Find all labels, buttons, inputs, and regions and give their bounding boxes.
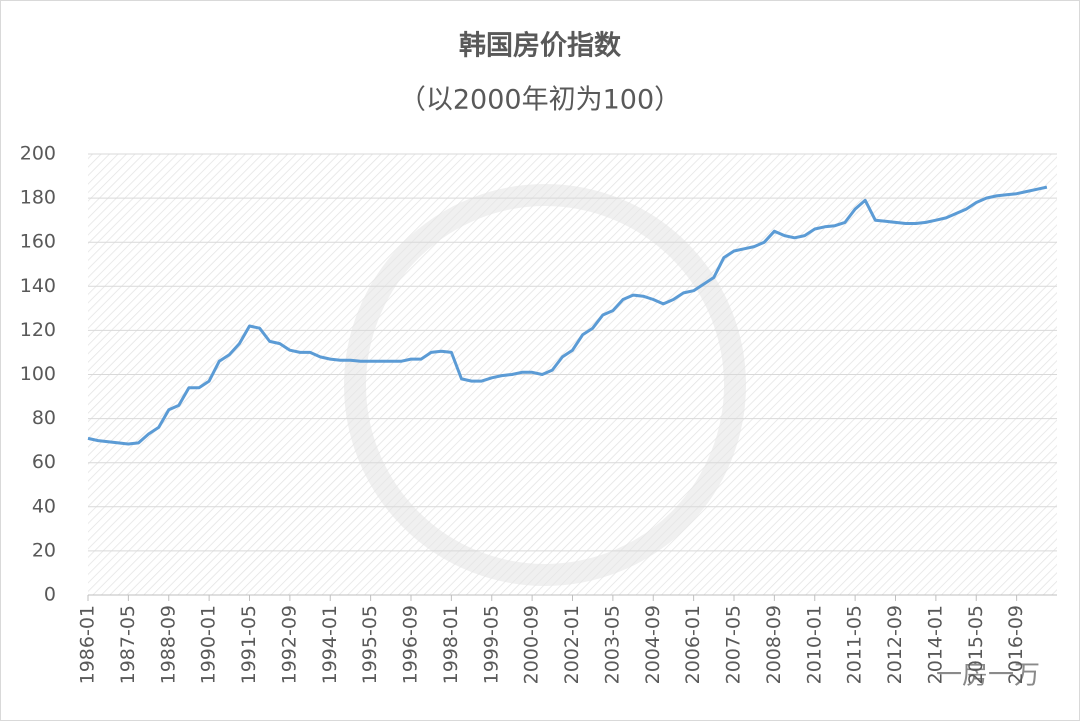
x-tick-label: 2000-09	[521, 605, 543, 684]
y-tick-label: 160	[20, 231, 56, 253]
x-tick-label: 2004-09	[642, 605, 664, 684]
x-tick-label: 1996-09	[400, 605, 422, 684]
y-tick-label: 140	[20, 275, 56, 297]
chart-subtitle: （以2000年初为100）	[399, 85, 681, 116]
y-tick-label: 120	[20, 319, 56, 341]
x-tick-label: 2014-01	[924, 605, 946, 684]
y-tick-label: 20	[32, 539, 56, 561]
watermark-logo	[344, 184, 746, 586]
y-tick-label: 200	[20, 143, 56, 165]
y-tick-label: 180	[20, 187, 56, 209]
x-tick-label: 1994-01	[319, 605, 341, 684]
x-tick-label: 1998-01	[440, 605, 462, 684]
watermark-text: 一房一万	[936, 661, 1040, 691]
x-tick-label: 2002-01	[561, 605, 583, 684]
y-tick-label: 100	[20, 363, 56, 385]
x-tick-label: 2003-05	[601, 605, 623, 684]
x-tick-label: 1991-05	[238, 605, 260, 684]
x-tick-label: 1990-01	[198, 605, 220, 684]
y-tick-label: 0	[44, 584, 56, 606]
y-tick-label: 40	[32, 495, 56, 517]
y-tick-label: 60	[32, 451, 56, 473]
data-line	[87, 185, 1048, 446]
x-tick-label: 2012-09	[884, 605, 906, 684]
x-tick-label: 2007-05	[723, 605, 745, 684]
x-tick-label: 2015-05	[965, 605, 987, 684]
x-tick-label: 2011-05	[844, 605, 866, 684]
x-tick-label: 1988-09	[157, 605, 179, 684]
x-tick-label: 1995-05	[359, 605, 381, 684]
x-tick-label: 1992-09	[278, 605, 300, 684]
x-tick-label: 1999-05	[480, 605, 502, 684]
chart-title: 韩国房价指数	[459, 31, 622, 62]
x-tick-label: 1986-01	[77, 605, 99, 684]
y-tick-label: 80	[32, 407, 56, 429]
x-tick-label: 2006-01	[682, 605, 704, 684]
x-tick-label: 2010-01	[803, 605, 825, 684]
x-tick-label: 2008-09	[763, 605, 785, 684]
x-tick-label: 1987-05	[117, 605, 139, 684]
x-tick-label: 2016-09	[1005, 605, 1027, 684]
